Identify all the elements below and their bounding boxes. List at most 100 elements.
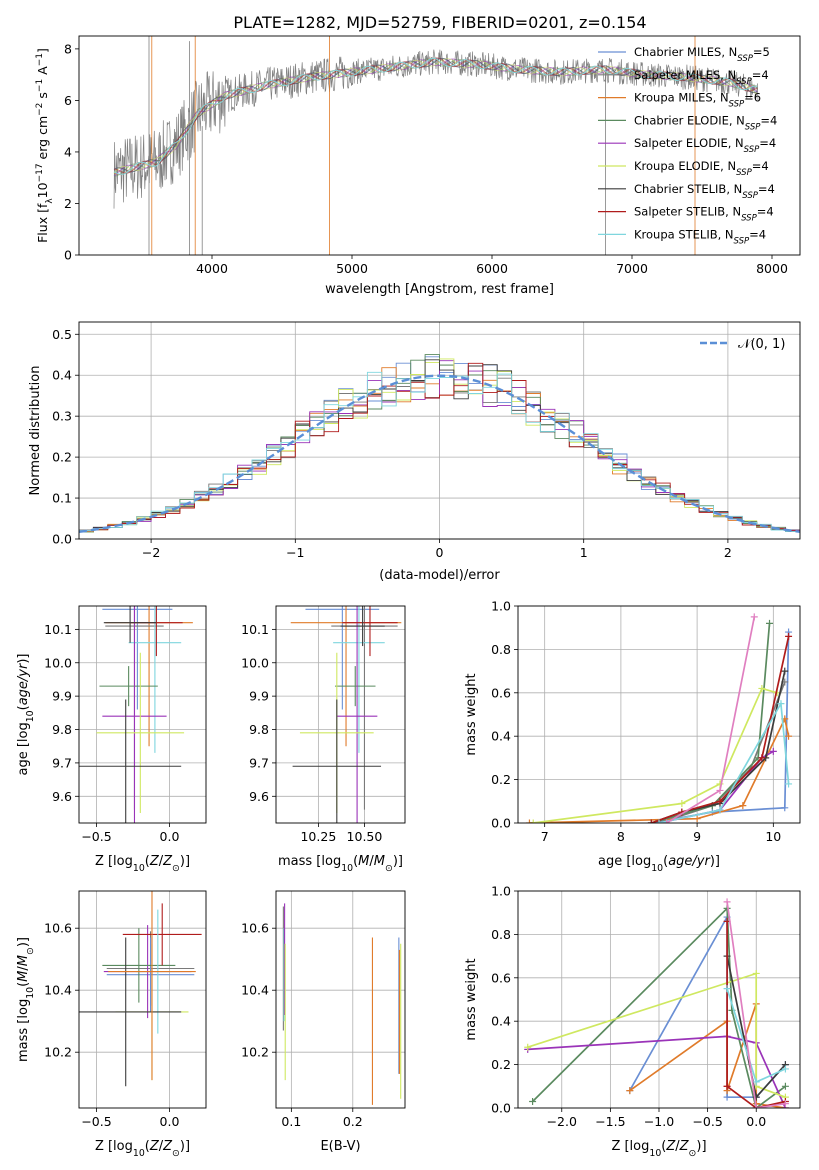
- mass-weight-series-line: [666, 616, 756, 823]
- legend-entry: Kroupa MILES, NSSP=6: [634, 91, 761, 110]
- age-vs-Z-frame: [78, 605, 207, 824]
- age-vs-Z-ylabel: age [log10(age/yr)]: [16, 653, 36, 775]
- y-tick-label: 0.3: [52, 409, 72, 424]
- y-tick-label: 0.2: [491, 772, 511, 787]
- x-tick-label: −0.5: [81, 1114, 111, 1129]
- residual-histogram-step: [79, 371, 800, 539]
- legend-entry: Salpeter STELIB, NSSP=4: [634, 205, 774, 224]
- weight-vs-Z-plot-area: [524, 898, 789, 1108]
- x-tick-label: 2: [724, 545, 732, 560]
- residuals-panel: −2 −1 0 1 2 0.0 0.1 0.2 0.3 0.4 0.5 𝒩(0, 1) (data-mo…: [28, 321, 801, 583]
- x-tick-label: 8000: [756, 261, 788, 276]
- x-tick-label: 0.0: [746, 1114, 766, 1129]
- mass-weight-marker: [723, 898, 731, 906]
- mass-weight-marker: [626, 1087, 634, 1095]
- age-vs-mass-frame: [275, 605, 406, 824]
- x-tick-label: −1.5: [595, 1114, 625, 1129]
- weight-vs-Z-panel: −2.0 −1.5 −1.0 −0.5 0.0 0.0 0.2 0.4 0.6 0.8 1.0 mas…: [464, 884, 801, 1129]
- mass-weight-marker: [785, 632, 793, 640]
- mass-weight-marker: [716, 797, 724, 805]
- weight-vs-age-ylabel: mass weight: [464, 673, 479, 755]
- y-tick-label: 0.0: [491, 816, 511, 831]
- y-tick-label: 9.9: [249, 689, 269, 704]
- y-tick-label: 9.8: [52, 722, 72, 737]
- x-tick-label: 1: [580, 545, 588, 560]
- y-tick-label: 6: [64, 93, 72, 108]
- mass-weight-marker: [529, 1097, 537, 1105]
- y-tick-label: 4: [64, 144, 72, 159]
- y-tick-label: 0.0: [491, 1101, 511, 1116]
- y-tick-label: 0.4: [491, 729, 511, 744]
- mass-weight-marker: [785, 780, 793, 788]
- mass-weight-series-line: [651, 636, 790, 823]
- mass-weight-marker: [766, 619, 774, 627]
- y-tick-label: 0.2: [52, 450, 72, 465]
- model-spectrum-line: [113, 57, 758, 175]
- legend-entry: Kroupa STELIB, NSSP=4: [634, 227, 766, 246]
- mass-weight-marker: [723, 1082, 731, 1090]
- age-vs-Z-plot-area: [79, 606, 193, 823]
- x-tick-label: −1.0: [644, 1114, 674, 1129]
- weight-vs-age-plot-area: [525, 613, 793, 823]
- figure-title: PLATE=1282, MJD=52759, FIBERID=0201, z=0…: [233, 13, 646, 32]
- residuals-frame: [78, 321, 801, 540]
- legend-entry: 𝒩(0, 1): [738, 337, 785, 352]
- mass-weight-marker: [739, 802, 747, 810]
- x-tick-label: −0.5: [81, 829, 111, 844]
- x-tick-label: 10.25: [300, 829, 336, 844]
- mass-weight-marker: [529, 819, 537, 823]
- x-tick-label: 6000: [476, 261, 508, 276]
- y-tick-label: 0.2: [491, 1057, 511, 1072]
- plots-layer: 4000 5000 6000 7000 8000 0 2 4 6 8 wavelength [Ang…: [16, 35, 801, 1159]
- spectrum-frame: [78, 35, 801, 256]
- age-vs-mass-xlabel: mass [log10(M/M⊙)]: [278, 854, 403, 874]
- model-spectrum-line: [113, 57, 758, 173]
- y-tick-label: 0.0: [52, 532, 72, 547]
- x-tick-label: 8: [617, 829, 625, 844]
- model-spectrum-line: [113, 57, 758, 174]
- mass-weight-marker: [524, 1043, 532, 1051]
- mass-weight-marker: [693, 815, 701, 823]
- x-tick-label: −2: [142, 545, 160, 560]
- y-tick-label: 0.6: [491, 970, 511, 985]
- y-tick-label: 10.2: [44, 1045, 72, 1060]
- legend-entry: Kroupa ELODIE, NSSP=4: [634, 159, 769, 178]
- age-vs-Z-panel: −0.5 0.0 9.6 9.7 9.8 9.9 10.0 10.1: [44, 605, 207, 844]
- spectrum-panel: 4000 5000 6000 7000 8000 0 2 4 6 8 wavelength [Ang…: [64, 35, 801, 297]
- weight-vs-age-panel: 7 8 9 10 0.0 0.2 0.4 0.6 0.8 1.0 mass weight: [464, 599, 801, 844]
- y-tick-label: 0.8: [491, 927, 511, 942]
- age-vs-mass-panel: 10.25 10.50 9.6 9.7 9.8 9.9 10.0 10.1: [241, 605, 406, 844]
- x-tick-label: 0.0: [160, 1114, 180, 1129]
- mass-vs-ebv-xlabel: E(B-V): [320, 1139, 360, 1154]
- mass-vs-Z-panel: −0.5 0.0 10.2 10.4 10.6: [44, 890, 207, 1129]
- mass-vs-Z-ylabel: mass [log10(M/M⊙)]: [16, 937, 36, 1062]
- y-tick-label: 10.4: [44, 983, 72, 998]
- weight-vs-Z-ylabel: mass weight: [464, 958, 479, 1040]
- mass-weight-marker: [777, 700, 785, 708]
- mass-weight-marker: [663, 819, 671, 823]
- weight-vs-Z-frame: [517, 890, 801, 1109]
- y-tick-label: 0.4: [491, 1014, 511, 1029]
- model-spectrum-line: [114, 58, 758, 177]
- legend-entry: Chabrier ELODIE, NSSP=4: [634, 113, 777, 132]
- x-tick-label: −1: [286, 545, 304, 560]
- y-tick-label: 10.6: [241, 921, 269, 936]
- observed-spectrum-line: [113, 49, 759, 209]
- model-spectrum-line: [113, 58, 758, 177]
- mass-weight-marker: [716, 786, 724, 794]
- mass-weight-marker: [716, 806, 724, 814]
- y-tick-label: 0.8: [491, 642, 511, 657]
- y-tick-label: 0.5: [52, 327, 72, 342]
- mass-weight-series-line: [527, 972, 786, 1098]
- legend-entry: Chabrier MILES, NSSP=5: [634, 45, 770, 64]
- x-tick-label: 5000: [336, 261, 368, 276]
- mass-weight-marker: [723, 985, 731, 993]
- y-tick-label: 9.6: [249, 789, 269, 804]
- y-tick-label: 9.7: [249, 755, 269, 770]
- mass-weight-marker: [781, 667, 789, 675]
- mass-weight-marker: [647, 819, 655, 823]
- x-tick-label: 0.0: [160, 829, 180, 844]
- x-tick-label: 0.1: [281, 1114, 301, 1129]
- mass-vs-Z-frame: [78, 890, 207, 1109]
